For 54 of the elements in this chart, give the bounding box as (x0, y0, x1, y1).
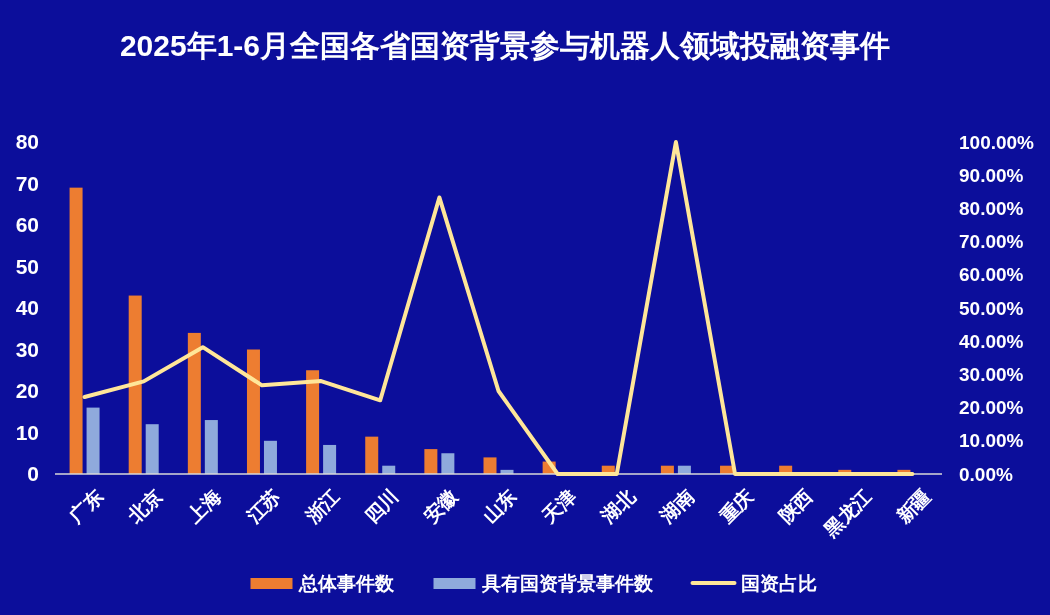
x-tick-label: 天津 (537, 485, 580, 528)
x-tick-label: 山东 (479, 485, 521, 528)
y2-tick-label: 50.00% (959, 297, 1024, 319)
y-tick-label: 50 (15, 254, 39, 278)
y-tick-label: 60 (15, 213, 39, 237)
x-tick-label: 上海 (182, 485, 226, 528)
bar (306, 370, 320, 474)
legend-label: 具有国资背景事件数 (480, 572, 654, 594)
bar (365, 436, 379, 474)
x-tick-label: 湖北 (596, 484, 640, 528)
bar (187, 332, 201, 474)
bar (424, 449, 438, 474)
bar (86, 407, 100, 474)
legend-label: 总体事件数 (297, 572, 395, 594)
chart-title: 2025年1-6月全国各省国资背景参与机器人领域投融资事件 (119, 29, 891, 62)
y2-tick-label: 70.00% (959, 231, 1024, 253)
bar (323, 444, 337, 474)
y-tick-label: 10 (15, 420, 39, 444)
y2-tick-label: 80.00% (959, 198, 1024, 220)
y-tick-label: 30 (15, 337, 39, 361)
x-tick-label: 新疆 (892, 485, 935, 528)
y2-tick-label: 100.00% (959, 131, 1035, 153)
x-tick-label: 浙江 (300, 485, 344, 528)
x-tick-label: 湖南 (655, 485, 699, 528)
x-tick-label: 黑龙江 (819, 485, 876, 542)
x-tick-label: 陕西 (774, 485, 817, 528)
bar (246, 349, 260, 474)
y2-tick-label: 60.00% (959, 264, 1024, 286)
bar (263, 440, 277, 474)
x-tick-label: 广东 (64, 485, 107, 528)
x-tick-label: 江苏 (241, 485, 285, 528)
x-tick-label: 北京 (123, 485, 166, 528)
y2-tick-label: 90.00% (959, 164, 1024, 186)
bar (128, 295, 142, 474)
y-tick-label: 80 (15, 130, 39, 154)
x-tick-label: 重庆 (714, 485, 758, 528)
bar (145, 424, 159, 474)
y-tick-label: 0 (27, 462, 39, 486)
y2-tick-label: 30.00% (959, 364, 1024, 386)
x-tick-label: 安徽 (419, 484, 463, 528)
y2-tick-label: 20.00% (959, 397, 1024, 419)
y2-tick-label: 0.00% (959, 463, 1013, 485)
bar (483, 457, 497, 474)
y-tick-label: 20 (15, 379, 39, 403)
bar (204, 420, 218, 474)
x-tick-label: 四川 (360, 485, 403, 528)
y2-tick-label: 10.00% (959, 430, 1024, 452)
y2-tick-label: 40.00% (959, 330, 1024, 352)
legend-label: 国资占比 (740, 572, 817, 594)
line-series (82, 140, 915, 476)
bar (69, 187, 83, 474)
y-tick-label: 70 (15, 171, 39, 195)
y-tick-label: 40 (15, 296, 39, 320)
bar (441, 453, 455, 474)
